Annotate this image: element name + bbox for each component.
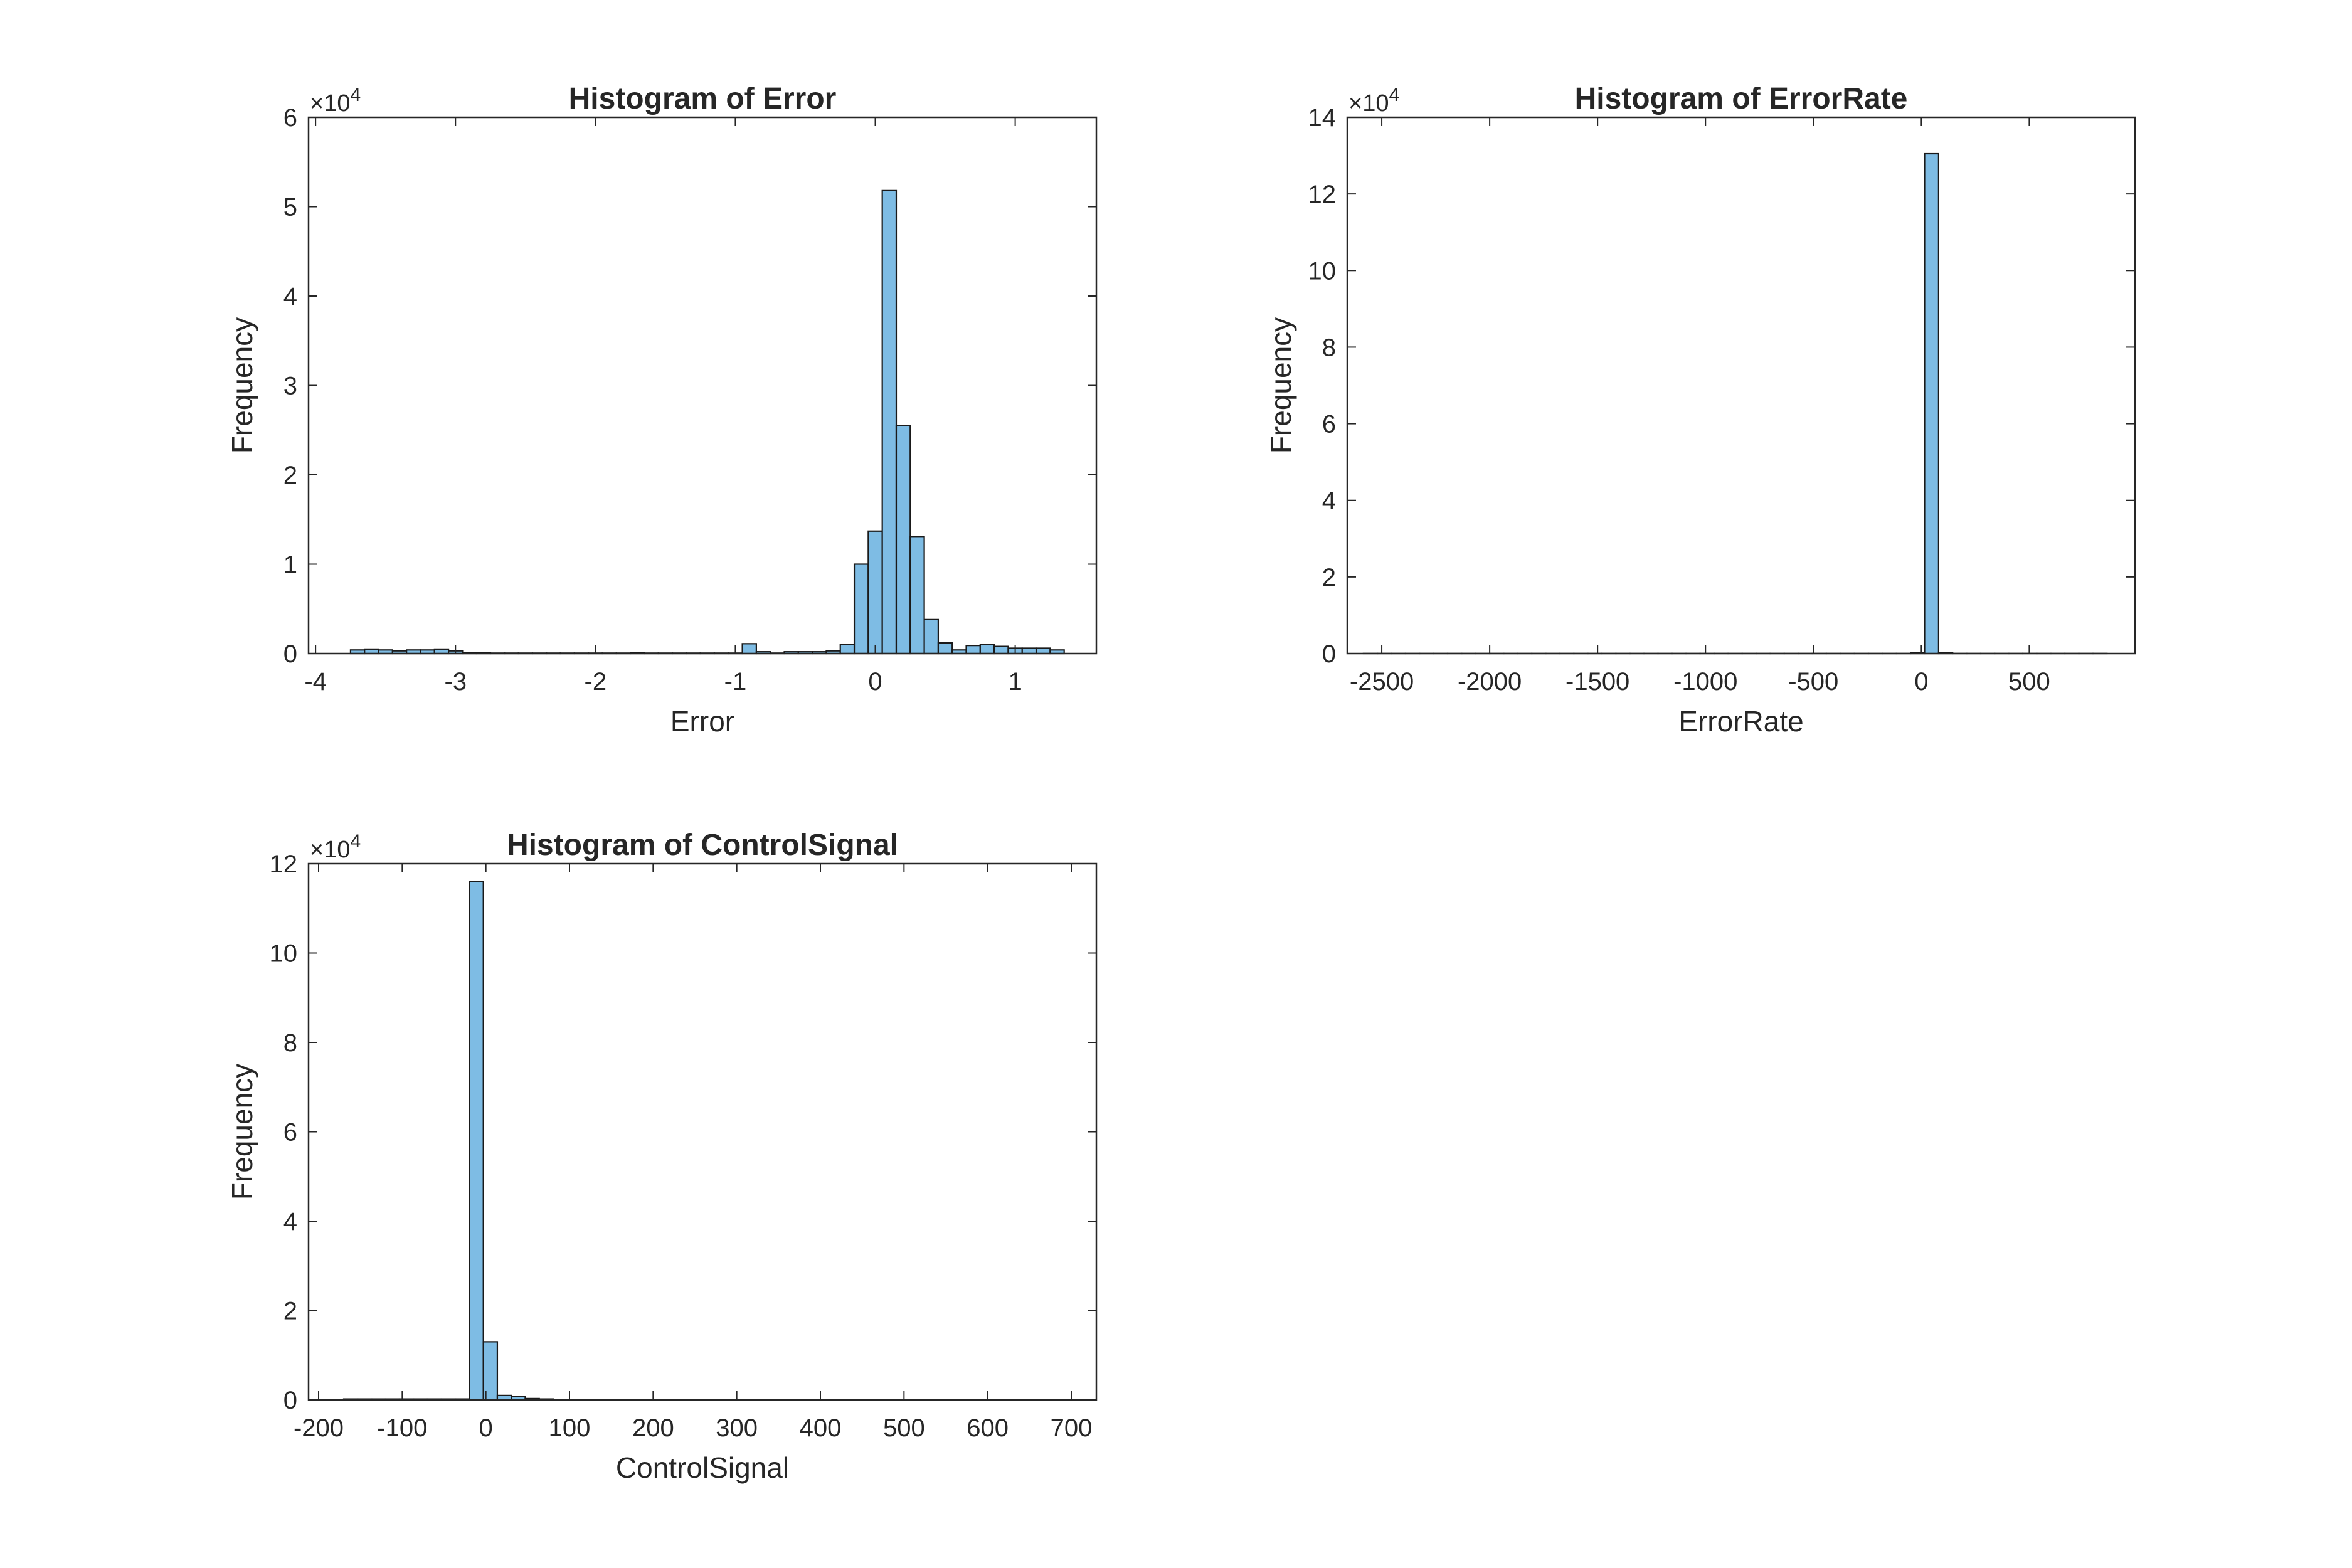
x-tick-label: -1000	[1673, 668, 1737, 696]
histogram-controlsignal: -200 -100 0 100 200 300 400 500 600 700024681012 …	[226, 829, 1098, 1484]
y-tick-label: 10	[1308, 257, 1337, 285]
x-tick-label: 300	[716, 1414, 758, 1442]
error-bar	[909, 536, 925, 655]
error-bar	[979, 644, 995, 655]
y-tick-label: 2	[1322, 564, 1336, 591]
x-tick-label: -1	[724, 668, 747, 696]
error-bar	[839, 644, 856, 655]
x-tick-label: 700	[1051, 1414, 1093, 1442]
x-tick-label: -1500	[1565, 668, 1629, 696]
error-bar	[923, 618, 940, 655]
histogram-error-xlabel: Error	[670, 705, 734, 738]
error-bar	[853, 563, 869, 655]
y-tick-label: 1	[283, 551, 297, 579]
y-tick-label: 8	[1322, 334, 1336, 361]
x-tick-label: -4	[304, 668, 327, 696]
histogram-controlsignal-ticks: -200 -100 0 100 200 300 400 500 600 700 0 2 4 6 8 10 12	[270, 850, 1096, 1442]
error-bar	[881, 189, 898, 655]
y-tick-label: 6	[1322, 411, 1336, 438]
x-tick-label: -200	[294, 1414, 344, 1442]
y-tick-label: 8	[283, 1029, 297, 1057]
x-tick-label: -2000	[1458, 668, 1522, 696]
histogram-errorrate-ylabel: Frequency	[1264, 317, 1297, 453]
x-tick-label: -500	[1788, 668, 1838, 696]
error-bar	[965, 645, 981, 655]
histogram-errorrate-title: Histogram of ErrorRate	[1575, 82, 1908, 115]
y-tick-label: 4	[283, 1208, 297, 1236]
x-tick-label: -2500	[1350, 668, 1414, 696]
x-tick-label: -100	[377, 1414, 427, 1442]
y-tick-label: 4	[283, 283, 297, 310]
y-tick-label: 0	[283, 1387, 297, 1414]
y-tick-label: 14	[1308, 104, 1337, 132]
error-bar	[1021, 647, 1037, 655]
x-tick-label: 100	[549, 1414, 591, 1442]
error-bar	[867, 530, 883, 655]
exponent-base: ×10	[310, 837, 350, 863]
histogram-errorrate: -2500 -2000 -1500 -1000 -500 0 50002468101214 …	[1264, 82, 2136, 738]
histogram-controlsignal-plot-frame	[307, 862, 1098, 1401]
error-bar	[895, 425, 911, 655]
x-tick-label: 0	[479, 1414, 493, 1442]
exponent-base: ×10	[1348, 90, 1389, 117]
histogram-error: -4 -3 -2 -1 0 1 0 1 2 3 4 5 6 Histogram of Error Err…	[226, 82, 1098, 738]
y-tick-label: 12	[270, 850, 298, 878]
histogram-error-exponent-label: ×104	[310, 85, 361, 117]
histogram-error-title: Histogram of Error	[569, 82, 837, 115]
histogram-controlsignal-xlabel: ControlSignal	[616, 1451, 789, 1484]
y-tick-label: 2	[283, 1298, 297, 1325]
histogram-controlsignal-exponent-label: ×104	[310, 831, 361, 863]
y-tick-label: 0	[1322, 640, 1336, 668]
y-tick-label: 12	[1308, 181, 1337, 208]
histogram-errorrate-plot-frame	[1346, 116, 2136, 655]
x-tick-label: -3	[444, 668, 467, 696]
histogram-errorrate-xlabel: ErrorRate	[1678, 705, 1803, 738]
controlsignal-bar	[469, 881, 484, 1401]
histogram-controlsignal-ylabel: Frequency	[226, 1064, 258, 1200]
x-tick-label: 500	[883, 1414, 925, 1442]
x-tick-label: -2	[585, 668, 607, 696]
y-tick-label: 2	[283, 462, 297, 489]
x-tick-label: 500	[2008, 668, 2050, 696]
x-tick-label: 400	[800, 1414, 842, 1442]
error-bar	[741, 643, 757, 655]
exponent-power: 4	[1389, 85, 1399, 105]
error-bar	[993, 645, 1009, 655]
histogram-errorrate-exponent-label: ×104	[1348, 85, 1399, 117]
x-tick-label: 200	[632, 1414, 674, 1442]
x-tick-label: 0	[868, 668, 882, 696]
errorrate-bar	[1924, 152, 1939, 655]
y-tick-label: 6	[283, 104, 297, 132]
y-tick-label: 3	[283, 373, 297, 400]
x-tick-label: 0	[1914, 668, 1928, 696]
exponent-base: ×10	[310, 90, 350, 117]
histogram-error-ticks: -4 -3 -2 -1 0 1 0 1 2 3 4 5 6	[283, 104, 1096, 696]
histogram-errorrate-ticks: -2500 -2000 -1500 -1000 -500 0 500 0 2 4 6 8 10 12 14	[1308, 104, 2135, 696]
error-bar	[937, 642, 953, 655]
y-tick-label: 0	[283, 640, 297, 668]
histogram-controlsignal-title: Histogram of ControlSignal	[507, 829, 898, 862]
exponent-power: 4	[350, 85, 361, 105]
x-tick-label: 1	[1008, 668, 1022, 696]
histogram-error-ylabel: Frequency	[226, 317, 258, 453]
exponent-power: 4	[350, 831, 361, 852]
y-tick-label: 5	[283, 194, 297, 221]
y-tick-label: 10	[270, 940, 298, 968]
histogram-error-plot-frame	[307, 116, 1098, 655]
x-tick-label: 600	[967, 1414, 1009, 1442]
y-tick-label: 4	[1322, 487, 1336, 515]
y-tick-label: 6	[283, 1119, 297, 1147]
error-bar	[1035, 647, 1051, 655]
